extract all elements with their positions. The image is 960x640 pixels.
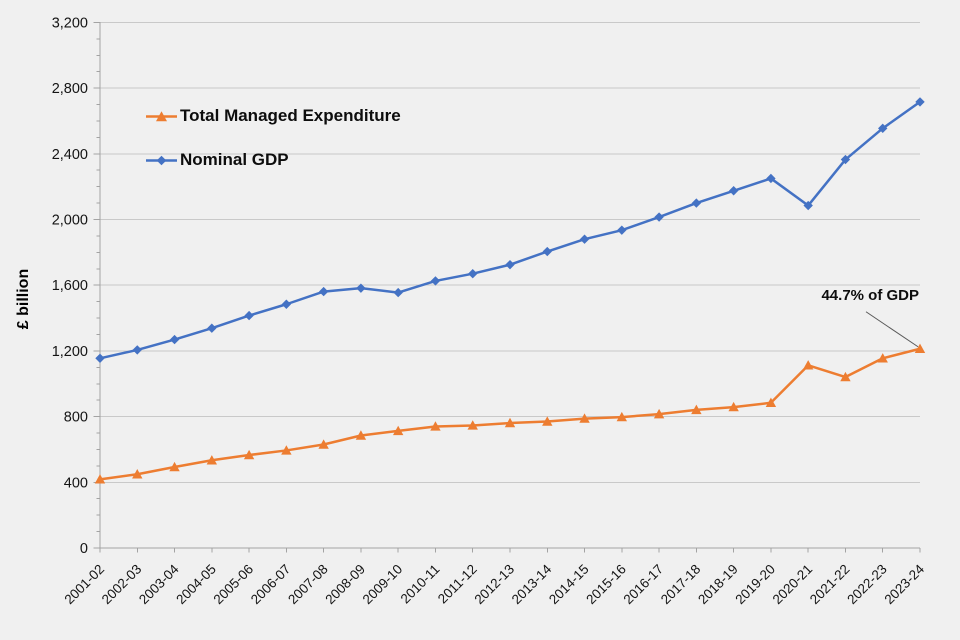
diamond-marker (207, 323, 217, 333)
diamond-marker (132, 345, 142, 355)
triangle-marker (728, 401, 739, 412)
x-axis-label: 2009-10 (360, 562, 406, 608)
x-axis-label: 2020-21 (770, 562, 816, 608)
y-axis-label: 1,600 (52, 278, 88, 294)
x-axis-label: 2007-08 (285, 562, 331, 608)
diamond-marker (356, 283, 366, 293)
y-axis-label: 1,200 (52, 344, 88, 360)
y-axis (93, 21, 101, 549)
legend-item-tme: Total Managed Expenditure (146, 106, 401, 126)
x-axis-label: 2017-18 (658, 562, 704, 608)
legend-label-tme: Total Managed Expenditure (180, 106, 401, 125)
diamond-marker (393, 287, 403, 298)
diamond-marker (617, 225, 627, 235)
triangle-marker (94, 474, 106, 484)
diamond-marker (728, 186, 739, 196)
diamond-marker (430, 276, 441, 286)
x-axis-label: 2005-06 (211, 562, 257, 608)
gridlines (100, 21, 920, 549)
annotation-label: 44.7% of GDP (821, 287, 919, 304)
x-axis-label: 2022-23 (844, 562, 890, 608)
x-axis-label: 2019-20 (732, 562, 778, 608)
x-axis-label: 2013-14 (509, 561, 555, 607)
series-line (98, 347, 922, 481)
triangle-marker (579, 413, 590, 423)
x-axis-labels: 2001-022002-032003-042004-052005-062006-… (61, 561, 927, 607)
y-axis-label: 2,000 (52, 213, 88, 229)
triangle-marker (914, 343, 926, 353)
y-axis-label: 3,200 (52, 15, 88, 31)
diamond-marker (840, 154, 851, 165)
diamond-marker (691, 198, 702, 208)
y-axis-label: 0 (80, 541, 88, 557)
triangle-marker (616, 411, 628, 422)
y-axis-title: £ billion (15, 268, 32, 330)
annotation-leader-line (865, 311, 919, 348)
diamond-marker (95, 353, 105, 363)
diamond-marker (281, 299, 292, 309)
series-tme (94, 343, 926, 484)
triangle-marker (840, 371, 851, 382)
y-axis-label: 2,400 (52, 147, 88, 163)
diamond-marker (654, 212, 664, 222)
triangle-marker (653, 408, 665, 419)
x-axis-label: 2002-03 (99, 562, 145, 608)
x-axis-label: 2001-02 (61, 562, 107, 608)
x-axis-label: 2014-15 (546, 562, 592, 608)
y-axis-label: 2,800 (52, 81, 88, 97)
diamond-marker (169, 334, 180, 345)
x-axis-label: 2004-05 (173, 562, 219, 608)
tme-line-triangle-icon (146, 110, 177, 121)
legend-label-gdp: Nominal GDP (180, 150, 289, 169)
x-axis-label: 2003-04 (136, 561, 182, 607)
diamond-marker (878, 123, 888, 134)
diamond-marker (803, 200, 813, 211)
triangle-marker (169, 461, 180, 472)
triangle-marker (877, 353, 888, 363)
diamond-marker (468, 269, 478, 279)
triangle-marker (355, 430, 367, 440)
x-axis-label: 2008-09 (322, 562, 368, 608)
x-axis (99, 548, 921, 553)
x-axis-label: 2011-12 (435, 562, 480, 607)
diamond-marker (766, 173, 776, 184)
legend: Total Managed Expenditure Nominal GDP (146, 106, 401, 170)
triangle-marker (542, 416, 553, 426)
triangle-marker (318, 439, 329, 449)
triangle-marker (765, 397, 777, 408)
diamond-marker (505, 259, 515, 270)
triangle-marker (281, 445, 292, 455)
x-axis-label: 2016-17 (621, 562, 667, 608)
triangle-marker (392, 425, 404, 436)
diamond-marker (244, 310, 254, 321)
x-axis-label: 2023-24 (881, 561, 927, 607)
diamond-marker (318, 286, 329, 297)
y-axis-label: 800 (64, 410, 88, 426)
diamond-marker (542, 246, 552, 257)
y-axis-label: 400 (64, 475, 88, 491)
diamond-marker (915, 97, 925, 107)
triangle-marker (243, 449, 255, 460)
x-axis-label: 2010-11 (398, 562, 443, 607)
triangle-marker (504, 417, 516, 428)
x-axis-label: 2021-22 (807, 562, 853, 608)
x-axis-label: 2006-07 (248, 562, 294, 608)
gdp-line-diamond-icon (146, 155, 177, 165)
series-gdp (95, 97, 925, 363)
triangle-marker (802, 360, 814, 370)
x-axis-label: 2018-19 (695, 562, 741, 608)
diamond-marker (579, 234, 590, 244)
y-axis-labels: 0 400 800 1,200 1,600 2,000 2,400 2,800 3,200 (52, 15, 88, 557)
triangle-marker (691, 404, 702, 415)
x-axis-label: 2012-13 (471, 562, 517, 608)
triangle-marker (430, 421, 441, 431)
triangle-marker (206, 455, 218, 465)
legend-item-gdp: Nominal GDP (146, 150, 401, 170)
triangle-marker (132, 469, 143, 479)
x-axis-label: 2015-16 (583, 562, 629, 608)
triangle-marker (467, 420, 478, 430)
